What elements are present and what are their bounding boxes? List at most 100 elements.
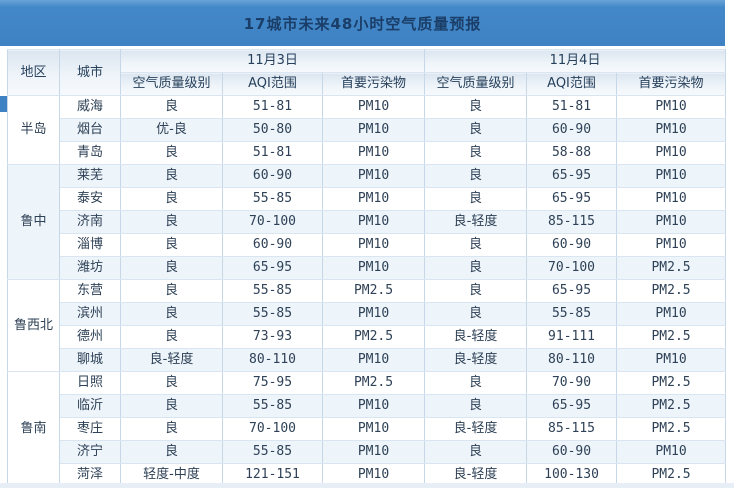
table-row: 济宁良 55-85 PM10 良 60-90 PM10 xyxy=(8,440,727,464)
table-row: 临沂良 55-85 PM10 良 65-95 PM2.5 xyxy=(8,394,727,418)
aqi-day2-cell: 60-90 xyxy=(526,118,618,142)
city-cell: 德州 xyxy=(59,325,121,349)
level-day1-cell: 良 xyxy=(120,279,223,303)
aqi-day1-cell: 55-85 xyxy=(222,279,323,303)
pollutant-day2-cell: PM10 xyxy=(616,302,727,326)
pollutant-day1-cell: PM2.5 xyxy=(321,325,426,349)
aqi-day1-cell: 70-100 xyxy=(222,210,323,234)
subheader-level-day2: 空气质量级别 xyxy=(424,72,528,96)
pollutant-day2-cell: PM2.5 xyxy=(616,325,727,349)
aqi-day1-cell: 55-85 xyxy=(222,440,323,464)
table-row: 鲁西北 东营良 55-85 PM2.5 良 65-95 PM2.5 xyxy=(7,279,727,372)
level-day1-cell: 良 xyxy=(120,394,223,418)
forecast-table: 地区 城市 11月3日 11月4日 空气质量级别 AQI范围 首要污染物 空气质… xyxy=(7,49,727,487)
pollutant-day1-cell: PM10 xyxy=(321,95,426,119)
aqi-day2-cell: 65-95 xyxy=(526,279,618,303)
table-row: 滨州良 55-85 PM10 良 55-85 PM10 xyxy=(8,302,727,326)
aqi-day1-cell: 55-85 xyxy=(222,187,323,211)
level-day1-cell: 良 xyxy=(120,95,223,119)
table-row: 聊城 良-轻度 80-110 PM10 良-轻度 80-110 PM10 xyxy=(8,348,727,372)
pollutant-day1-cell: PM10 xyxy=(321,118,426,142)
city-cell: 日照 xyxy=(59,371,121,395)
level-day1-cell: 良 xyxy=(120,256,223,280)
level-day1-cell: 良 xyxy=(120,302,223,326)
subheader-pollutant-day1: 首要污染物 xyxy=(321,72,426,96)
pollutant-day1-cell: PM10 xyxy=(321,210,426,234)
level-day1-cell: 良 xyxy=(120,440,223,464)
date-day2-header-cell: 11月4日 xyxy=(424,49,727,73)
aqi-day1-cell: 50-80 xyxy=(222,118,323,142)
pollutant-day2-cell: PM10 xyxy=(616,233,727,257)
subheader-aqi-day1: AQI范围 xyxy=(222,72,323,96)
city-cell: 聊城 xyxy=(59,348,121,372)
level-day2-cell: 良-轻度 xyxy=(424,417,528,441)
level-day2-cell: 良 xyxy=(424,279,528,303)
region-cell: 鲁南 xyxy=(7,371,60,487)
level-day2-cell: 良 xyxy=(424,141,528,165)
city-cell: 济宁 xyxy=(59,440,121,464)
level-day2-cell: 良 xyxy=(424,440,528,464)
region-cell: 鲁西北 xyxy=(7,279,60,372)
level-day2-cell: 良-轻度 xyxy=(424,348,528,372)
aqi-day1-cell: 65-95 xyxy=(222,256,323,280)
aqi-day1-cell: 60-90 xyxy=(222,233,323,257)
pollutant-day2-cell: PM2.5 xyxy=(616,417,727,441)
level-day2-cell: 良 xyxy=(424,394,528,418)
level-day1-cell: 良 xyxy=(120,141,223,165)
city-header-cell: 城市 xyxy=(59,49,121,96)
pollutant-day1-cell: PM10 xyxy=(321,164,426,188)
pollutant-day2-cell: PM10 xyxy=(616,440,727,464)
level-day2-cell: 良 xyxy=(424,233,528,257)
pollutant-day1-cell: PM10 xyxy=(321,256,426,280)
level-day1-cell: 良 xyxy=(120,325,223,349)
aqi-day1-cell: 51-81 xyxy=(222,95,323,119)
left-edge-blue-mark xyxy=(0,96,7,112)
pollutant-day1-cell: PM2.5 xyxy=(321,371,426,395)
level-day2-cell: 良 xyxy=(424,371,528,395)
pollutant-day2-cell: PM10 xyxy=(616,141,727,165)
city-cell: 淄博 xyxy=(59,233,121,257)
subheader-level-day1: 空气质量级别 xyxy=(120,72,223,96)
level-day2-cell: 良 xyxy=(424,95,528,119)
level-day1-cell: 良 xyxy=(120,371,223,395)
pollutant-day2-cell: PM2.5 xyxy=(616,371,727,395)
table-row: 鲁中 莱芜良 60-90 PM10 良 65-95 PM10 xyxy=(7,164,727,280)
aqi-day1-cell: 80-110 xyxy=(222,348,323,372)
table-row: 潍坊良 65-95 PM10 良 70-100 PM2.5 xyxy=(8,256,727,280)
aqi-day2-cell: 60-90 xyxy=(526,440,618,464)
city-cell: 滨州 xyxy=(59,302,121,326)
pollutant-day2-cell: PM10 xyxy=(616,164,727,188)
pollutant-day2-cell: PM2.5 xyxy=(616,463,727,487)
region-header-cell: 地区 xyxy=(7,49,60,96)
city-cell: 威海 xyxy=(59,95,121,119)
date-day1-header-cell: 11月3日 xyxy=(119,49,426,73)
table-row: 烟台 优-良 50-80 PM10 良 60-90 PM10 xyxy=(8,118,727,142)
aqi-day2-cell: 55-85 xyxy=(526,302,618,326)
level-day2-cell: 良-轻度 xyxy=(424,325,528,349)
aqi-day2-cell: 65-95 xyxy=(526,164,618,188)
aqi-day1-cell: 55-85 xyxy=(222,394,323,418)
city-cell: 临沂 xyxy=(59,394,121,418)
pollutant-day1-cell: PM10 xyxy=(321,187,426,211)
table-row: 鲁南 日照良 75-95 PM2.5 良 70-90 PM2.5 xyxy=(7,371,727,487)
level-day1-cell: 良 xyxy=(120,233,223,257)
level-day1-cell: 良-轻度 xyxy=(120,348,223,372)
forecast-table-body: 半岛 威海良 51-81 PM10 良 51-81 PM10 烟台 优-良 50-80 PM10 良 6… xyxy=(7,95,727,487)
city-cell: 潍坊 xyxy=(59,256,121,280)
aqi-day2-cell: 65-95 xyxy=(526,394,618,418)
table-row: 德州良 73-93 PM2.5 良-轻度 91-111 PM2.5 xyxy=(8,325,727,349)
city-cell: 烟台 xyxy=(59,118,121,142)
aqi-day1-cell: 73-93 xyxy=(222,325,323,349)
pollutant-day1-cell: PM10 xyxy=(321,440,426,464)
aqi-day1-cell: 55-85 xyxy=(222,302,323,326)
title-bar: 17城市未来48小时空气质量预报 xyxy=(0,0,725,46)
level-day2-cell: 良 xyxy=(424,118,528,142)
level-day2-cell: 良 xyxy=(424,256,528,280)
aqi-day2-cell: 85-115 xyxy=(526,210,618,234)
city-cell: 东营 xyxy=(59,279,121,303)
table-row: 泰安良 55-85 PM10 良 65-95 PM10 xyxy=(8,187,727,211)
aqi-day1-cell: 75-95 xyxy=(222,371,323,395)
subheader-pollutant-day2: 首要污染物 xyxy=(616,72,727,96)
pollutant-day2-cell: PM10 xyxy=(616,118,727,142)
table-row: 半岛 威海良 51-81 PM10 良 51-81 PM10 xyxy=(7,95,727,165)
